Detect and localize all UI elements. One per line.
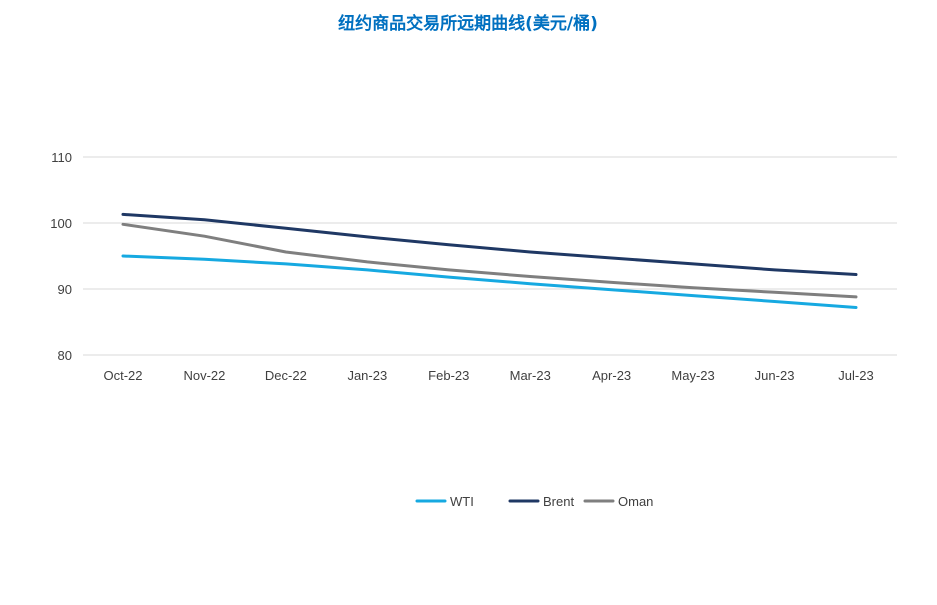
y-tick-label: 110 [51, 150, 72, 165]
series-line-brent [121, 212, 858, 276]
chart-title: 纽约商品交易所远期曲线(美元/桶) [338, 13, 598, 34]
legend-label-brent: Brent [543, 494, 574, 509]
x-tick-label: Jul-23 [838, 368, 873, 383]
gridlines [83, 156, 897, 356]
series-line-wti [121, 254, 858, 309]
legend-label-wti: WTI [450, 494, 474, 509]
legend-label-oman: Oman [618, 494, 653, 509]
legend-item-brent: Brent [508, 494, 574, 509]
legend-item-oman: Oman [583, 494, 653, 509]
x-tick-label: May-23 [671, 368, 714, 383]
y-axis-tick-labels: 80 90 100 110 [50, 150, 72, 363]
series-lines [121, 212, 858, 309]
x-tick-label: Dec-22 [265, 368, 307, 383]
legend-item-wti: WTI [415, 494, 474, 509]
x-tick-label: Oct-22 [103, 368, 142, 383]
x-tick-label: Jun-23 [755, 368, 795, 383]
y-tick-label: 80 [58, 348, 72, 363]
x-axis-tick-labels: Oct-22 Nov-22 Dec-22 Jan-23 Feb-23 Mar-23 Apr-… [103, 368, 873, 383]
legend: WTI Brent Oman [415, 494, 653, 509]
x-tick-label: Apr-23 [592, 368, 631, 383]
y-tick-label: 90 [58, 282, 72, 297]
x-tick-label: Nov-22 [183, 368, 225, 383]
series-line-oman [121, 222, 858, 299]
y-tick-label: 100 [50, 216, 72, 231]
x-tick-label: Mar-23 [510, 368, 551, 383]
x-tick-label: Jan-23 [347, 368, 387, 383]
x-tick-label: Feb-23 [428, 368, 469, 383]
